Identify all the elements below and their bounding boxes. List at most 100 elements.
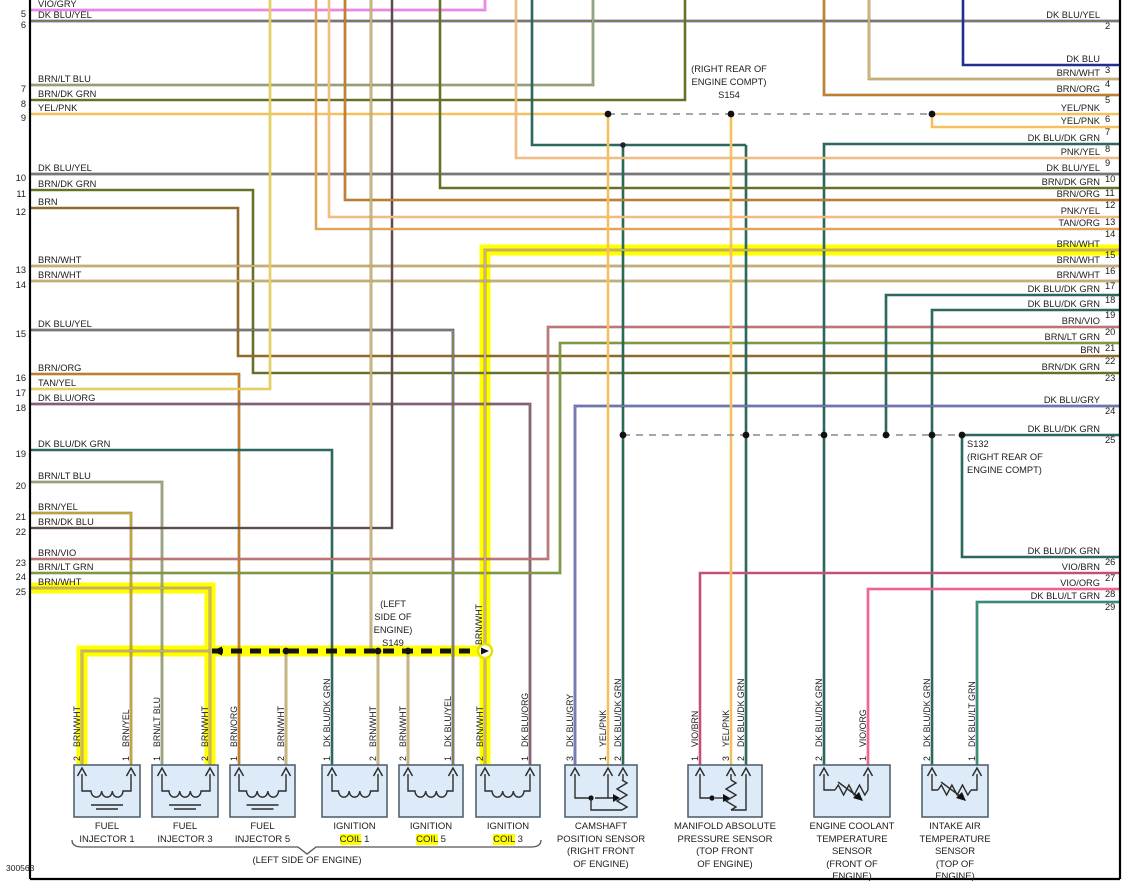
right-wire-label: VIO/ORG <box>1060 578 1100 588</box>
wire-core <box>31 0 486 11</box>
right-wire-number: 5 <box>1105 95 1110 105</box>
wire-core <box>31 481 163 765</box>
right-wire-label: DK BLU/DK GRN <box>1028 284 1100 294</box>
splice-label-S149: SIDE OF <box>374 612 412 622</box>
pin-number: 1 <box>858 756 868 761</box>
pin-arrow-icon <box>372 766 384 777</box>
pin-wire-label: BRN/WHT <box>398 705 408 747</box>
right-wire-label: BRN/LT GRN <box>1045 332 1100 342</box>
right-wire-number: 11 <box>1105 188 1115 198</box>
pin-wire-label: VIO/BRN <box>690 711 700 747</box>
right-wire-label: VIO/BRN <box>1062 562 1100 572</box>
highlight-band <box>76 645 210 765</box>
wire-core <box>31 403 531 765</box>
pin-wire-label: VIO/ORG <box>858 709 868 747</box>
right-wire-label: TAN/ORG <box>1058 218 1100 228</box>
left-wire-label: BRN/YEL <box>38 502 78 512</box>
wire-core <box>328 0 1120 218</box>
right-wire-number: 3 <box>1105 65 1110 75</box>
left-wire-number: 21 <box>16 512 26 522</box>
wire-core <box>31 326 1120 560</box>
pin-arrow-icon <box>125 766 137 777</box>
left-wire-label: BRN/DK BLU <box>38 517 94 527</box>
wire-core <box>823 0 1120 96</box>
right-wire-label: BRN/DK GRN <box>1042 362 1100 372</box>
right-wire-label: DK BLU <box>1066 54 1100 64</box>
wire-dk-blu-lt-grn <box>975 600 1120 765</box>
splice-dot <box>619 431 627 439</box>
left-wire-label: BRN/LT BLU <box>38 74 91 84</box>
pin-wire-label: BRN/WHT <box>276 705 286 747</box>
left-wire-label: BRN/WHT <box>38 577 82 587</box>
left-wire-label: DK BLU/YEL <box>38 10 92 20</box>
wire-brn-lt-blu <box>31 0 595 87</box>
right-wire-label: DK BLU/GRY <box>1044 395 1100 405</box>
right-wire-number: 23 <box>1105 373 1115 383</box>
right-wire-number: 24 <box>1105 406 1115 416</box>
wire-core <box>868 0 1120 80</box>
right-wire-label: DK BLU/LT GRN <box>1031 591 1100 601</box>
pin-wire-label: DK BLU/DK GRN <box>322 679 332 747</box>
left-wire-label: YEL/PNK <box>38 103 78 113</box>
splice-label-S149: S149 <box>382 638 404 648</box>
injector-symbol-icon <box>246 804 279 810</box>
right-wire-number: 20 <box>1105 327 1115 337</box>
wire-inline-label: BRN/WHT <box>474 603 484 645</box>
left-wire-number: 10 <box>16 173 26 183</box>
pin-number: 2 <box>475 756 485 761</box>
pin-number: 2 <box>613 756 623 761</box>
injector-symbol-icon <box>161 774 211 798</box>
wire-core <box>31 373 240 765</box>
right-wire-number: 28 <box>1105 589 1115 599</box>
splice-dot <box>282 647 290 655</box>
ignition-coil-1 <box>321 764 388 818</box>
right-wire-number: 4 <box>1105 79 1110 89</box>
pin-number: 3 <box>565 756 575 761</box>
pin-wire-label: YEL/PNK <box>721 710 731 747</box>
pin-number: 2 <box>398 756 408 761</box>
pin-arrow-icon <box>971 766 983 777</box>
pin-number: 2 <box>922 756 932 761</box>
pin-arrow-icon <box>326 766 338 777</box>
right-wire-label: BRN/DK GRN <box>1042 177 1100 187</box>
therm-symbol-icon <box>823 774 869 791</box>
splice-dot <box>727 110 735 118</box>
splice-label-S132: (RIGHT REAR OF <box>967 452 1043 462</box>
wire-core <box>81 650 210 765</box>
splice-dot <box>742 431 750 439</box>
left-wire-label: BRN/LT GRN <box>38 562 93 572</box>
wire-core <box>962 0 1120 66</box>
pin-wire-label: DK BLU/DK GRN <box>736 679 746 747</box>
wire-core <box>344 0 1120 201</box>
splice-dot <box>820 431 828 439</box>
pin-number: 1 <box>152 756 162 761</box>
wire-core <box>515 0 1120 159</box>
pin-wire-label: DK BLU/DK GRN <box>613 679 623 747</box>
splice-label-S154: S154 <box>718 90 740 100</box>
left-wire-label: BRN/WHT <box>38 255 82 265</box>
pin-arrow-icon <box>862 766 874 777</box>
left-wire-number: 20 <box>16 481 26 491</box>
pin-arrow-icon <box>233 766 245 777</box>
left-wire-label: DK BLU/YEL <box>38 319 92 329</box>
pin-arrow-icon <box>569 766 581 777</box>
right-wire-number: 26 <box>1105 557 1115 567</box>
left-wire-label: BRN <box>38 197 58 207</box>
left-wire-number: 22 <box>16 527 26 537</box>
wire-core <box>484 249 1120 765</box>
left-wire-label: BRN/LT BLU <box>38 471 91 481</box>
pin-number: 2 <box>276 756 286 761</box>
left-wire-number: 12 <box>16 207 26 217</box>
left-wire-label: BRN/ORG <box>38 363 81 373</box>
right-wire-label: BRN/WHT <box>1057 68 1101 78</box>
injector-symbol-icon <box>238 774 287 798</box>
wire-core <box>31 342 1120 574</box>
therm-symbol-icon <box>937 783 972 797</box>
wire-core <box>31 449 333 765</box>
left-wire-number: 14 <box>16 280 26 290</box>
splice-arrow-icon <box>481 647 489 655</box>
left-wire-label: DK BLU/ORG <box>38 393 95 403</box>
left-wire-number: 11 <box>16 189 26 199</box>
left-wire-number: 23 <box>16 558 26 568</box>
right-wire-label: BRN/ORG <box>1057 84 1100 94</box>
